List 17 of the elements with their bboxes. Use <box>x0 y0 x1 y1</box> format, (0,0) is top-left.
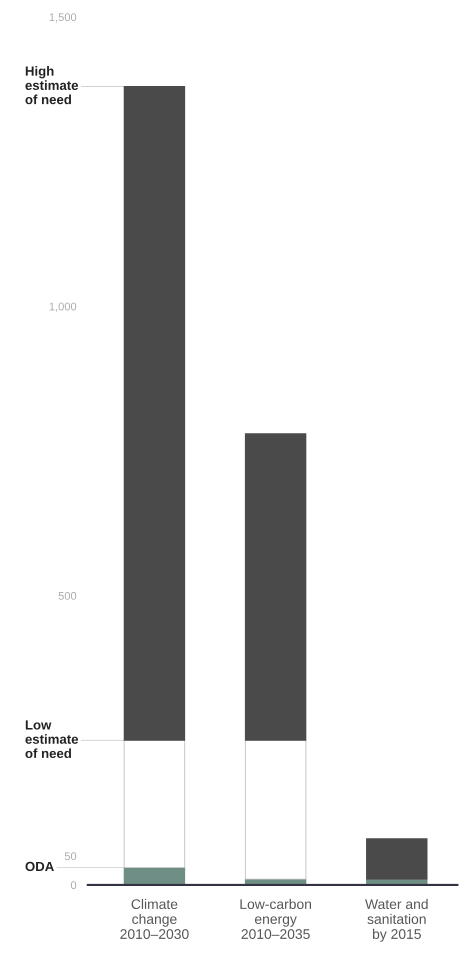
y-tick-label: 1,000 <box>50 302 76 312</box>
annotation: High estimate of need <box>25 66 78 104</box>
bar <box>124 867 186 885</box>
y-tick-label: 500 <box>58 592 76 600</box>
x-tick-label: Water and sanitation by 2015 <box>365 898 428 942</box>
bar <box>366 838 428 880</box>
y-tick-label: 1,500 <box>50 13 76 22</box>
x-tick-label: Climate change 2010–2030 <box>120 898 189 939</box>
annotation: ODA <box>25 862 54 872</box>
y-tick-label: 0 <box>70 881 76 890</box>
y-tick-label: 50 <box>64 852 76 860</box>
bar <box>124 740 186 868</box>
x-tick-label: Low-carbon energy 2010–2035 <box>240 898 311 939</box>
bar <box>244 433 306 741</box>
annotation: Low estimate of need <box>25 720 78 758</box>
bar <box>244 740 306 880</box>
bar <box>124 86 186 741</box>
